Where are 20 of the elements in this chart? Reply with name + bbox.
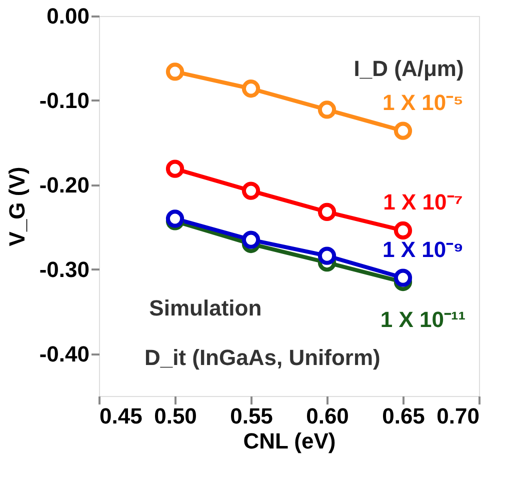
- series-label: 1 X 10⁻⁷: [383, 189, 463, 214]
- x-axis-title: CNL (eV): [243, 428, 336, 454]
- y-tick-label: -0.20: [39, 172, 90, 198]
- y-tick-label: -0.40: [39, 341, 90, 366]
- x-tick-label: 0.55: [230, 404, 273, 428]
- y-tick-label: 0.00: [46, 4, 90, 28]
- series-label: 1 X 10⁻⁹: [382, 236, 464, 262]
- y-axis-title: V_G (V): [4, 166, 30, 246]
- y-tick-label: -0.10: [39, 88, 90, 113]
- x-tick-label: 0.70: [436, 404, 480, 428]
- x-tick-label: 0.65: [382, 404, 425, 428]
- series-label: 1 X 10⁻¹¹: [380, 307, 466, 332]
- y-tick-label: -0.30: [39, 256, 90, 282]
- x-tick-label: 0.60: [306, 404, 349, 428]
- annotation: D_it (InGaAs, Uniform): [144, 345, 380, 370]
- x-tick-label: 0.45: [100, 404, 142, 428]
- legend-title: I_D (A/μm): [354, 56, 464, 82]
- series-label: 1 X 10⁻⁵: [382, 90, 464, 115]
- x-tick-label: 0.50: [154, 404, 197, 428]
- annotation: Simulation: [149, 296, 262, 321]
